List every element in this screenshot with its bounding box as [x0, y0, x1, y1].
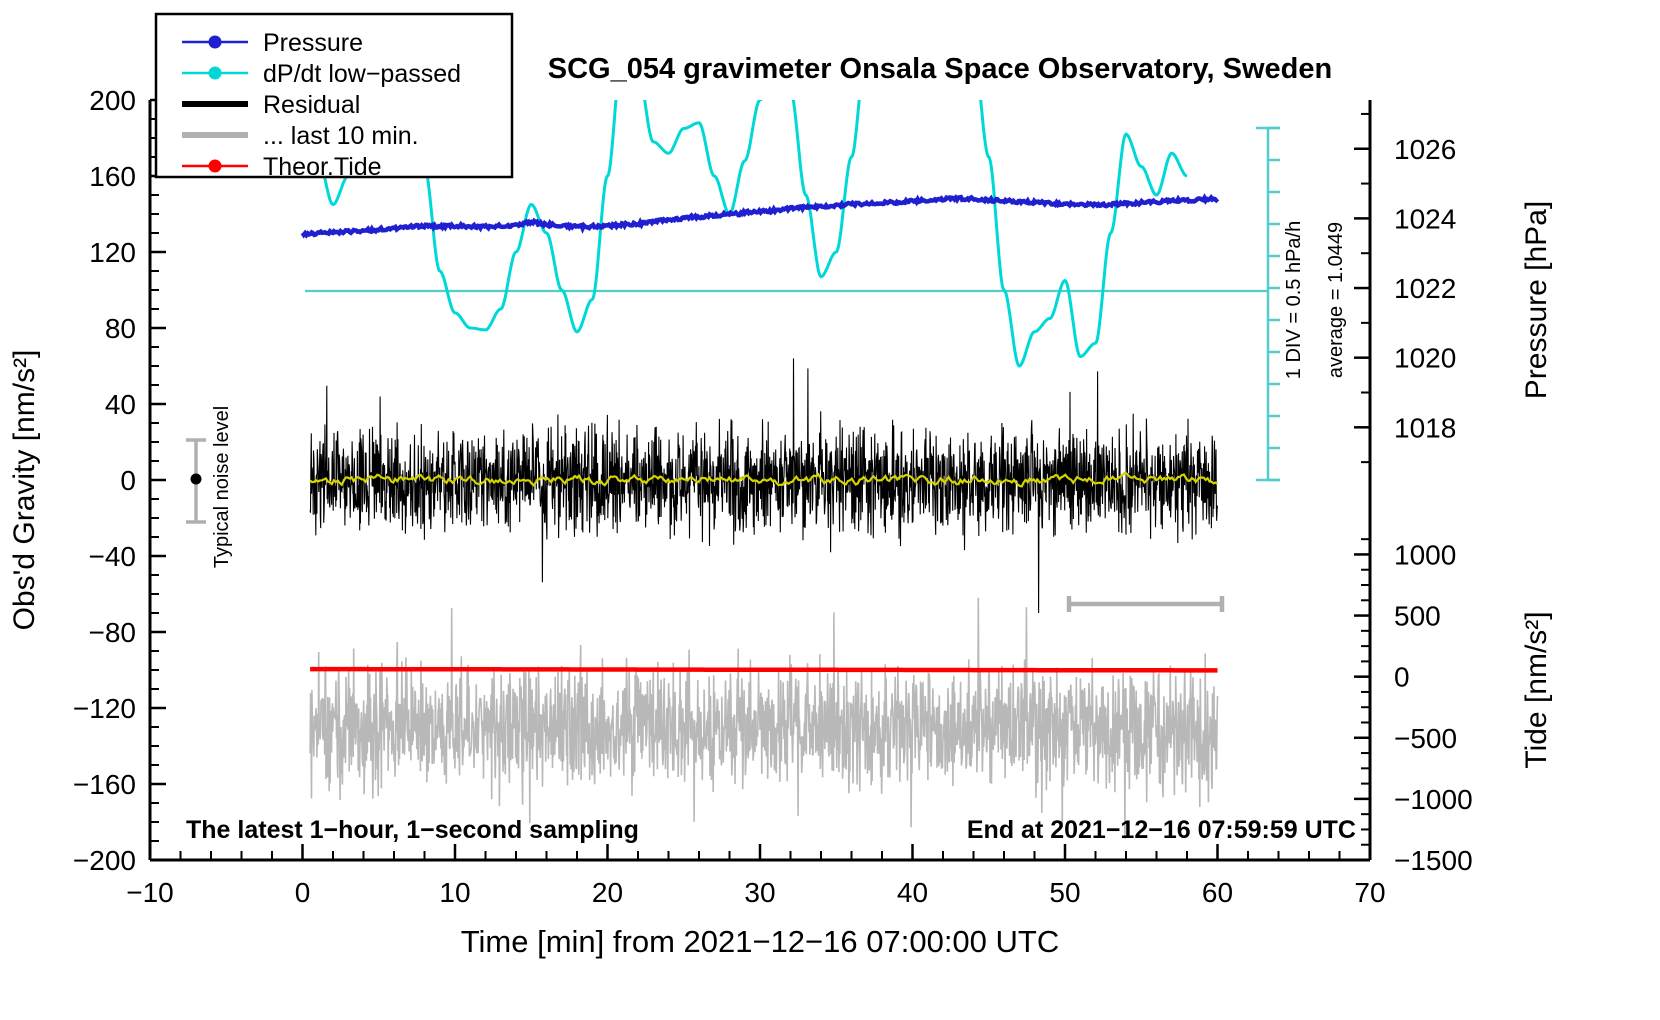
y-tick-label: 0 [120, 465, 136, 496]
series-dpdt [301, 100, 1188, 368]
legend-label-2[interactable]: Residual [263, 91, 360, 119]
x-tick-label: 10 [439, 877, 470, 908]
pressure-tick-label: 1022 [1394, 273, 1456, 304]
y-axis-tide-ticks: 1000 500 0 −500 −1000 −1500 [1354, 538, 1473, 876]
legend-marker-4 [208, 159, 222, 173]
dpdt-division-label: 1 DIV = 0.5 hPa/h [1283, 221, 1305, 379]
y-tick-label: 160 [89, 161, 136, 192]
y-axis-left-title: Obs'd Gravity [nm/s²] [8, 350, 41, 631]
x-tick-label: 40 [897, 877, 928, 908]
tide-tick-label: −1500 [1394, 845, 1473, 876]
legend-label-3[interactable]: ... last 10 min. [263, 122, 419, 150]
x-axis-title: Time [min] from 2021−12−16 07:00:00 UTC [461, 924, 1060, 959]
y-tick-label: 80 [105, 313, 136, 344]
typical-noise-label: Typical noise level [211, 406, 233, 568]
tide-tick-label: 0 [1394, 662, 1410, 693]
last-10-min-span-bar [1066, 596, 1225, 612]
series-pressure [300, 193, 1220, 239]
y-tick-label: −40 [89, 541, 137, 572]
y-tick-label: −120 [73, 693, 136, 724]
pressure-tick-label: 1020 [1394, 343, 1456, 374]
x-tick-label: 0 [295, 877, 311, 908]
annotation-bottom-right: End at 2021−12−16 07:59:59 UTC [967, 816, 1356, 844]
y-axis-tide-title: Tide [nm/s²] [1520, 611, 1553, 768]
x-tick-label: 20 [592, 877, 623, 908]
x-tick-label: 30 [744, 877, 775, 908]
typical-noise-marker [186, 438, 206, 524]
x-tick-label: 70 [1354, 877, 1385, 908]
y-tick-label: −200 [73, 845, 136, 876]
chart-title: SCG_054 gravimeter Onsala Space Observat… [548, 53, 1332, 85]
y-tick-label: −80 [89, 617, 137, 648]
x-axis-ticks: −10 0 10 20 30 40 50 60 70 [126, 844, 1386, 908]
legend-label-1[interactable]: dP/dt low−passed [263, 60, 461, 88]
series-residual-smoothed [309, 472, 1219, 488]
legend-marker-1 [208, 66, 222, 80]
y-axis-left-ticks: 200 160 120 80 40 0 −40 −80 −120 −160 −200 [73, 85, 166, 876]
plot-area [300, 100, 1268, 839]
tide-tick-label: 1000 [1394, 539, 1456, 570]
x-tick-label: 50 [1049, 877, 1080, 908]
y-tick-label: 120 [89, 237, 136, 268]
pressure-tick-label: 1026 [1394, 134, 1456, 165]
dpdt-average-label: average = 1.0449 [1325, 222, 1347, 378]
series-theor-tide [310, 666, 1218, 673]
y-tick-label: −160 [73, 769, 136, 800]
chart-legend[interactable]: Pressure dP/dt low−passed Residual ... last… [154, 12, 514, 181]
series-residual [309, 358, 1219, 614]
tide-tick-label: 500 [1394, 601, 1441, 632]
y-tick-label: 200 [89, 85, 136, 116]
y-axis-pressure-title: Pressure [hPa] [1520, 201, 1553, 399]
legend-label-0[interactable]: Pressure [263, 29, 363, 57]
tide-tick-label: −1000 [1394, 784, 1473, 815]
y-tick-label: 40 [105, 389, 136, 420]
pressure-tick-label: 1018 [1394, 412, 1456, 443]
x-tick-label: −10 [126, 877, 174, 908]
x-tick-label: 60 [1202, 877, 1233, 908]
legend-label-4[interactable]: Theor.Tide [263, 153, 382, 181]
annotation-bottom-left: The latest 1−hour, 1−second sampling [186, 816, 639, 844]
legend-marker-0 [208, 35, 222, 49]
pressure-tick-label: 1024 [1394, 203, 1456, 234]
tide-tick-label: −500 [1394, 723, 1457, 754]
dpdt-scale-bar [1256, 126, 1280, 482]
y-axis-pressure-ticks: 1026 1024 1022 1020 1018 [1354, 112, 1456, 464]
